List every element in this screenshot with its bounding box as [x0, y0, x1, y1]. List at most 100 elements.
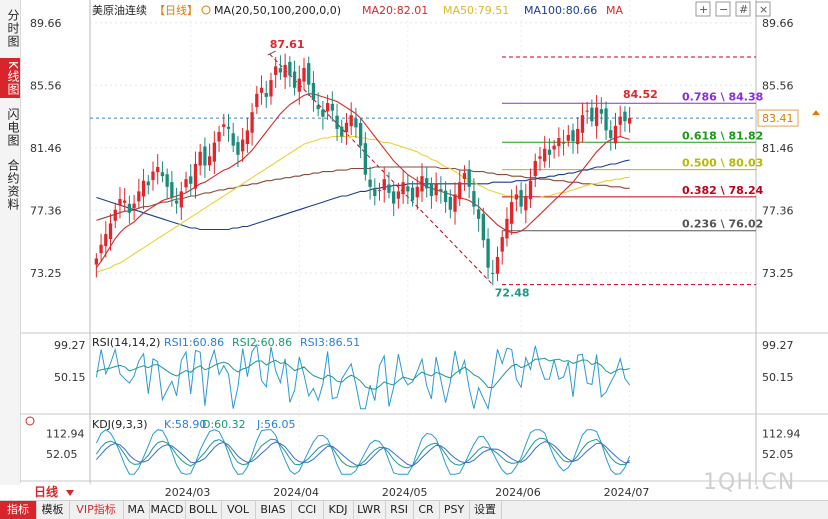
sidebar-tab-3[interactable]: 合约资料: [6, 159, 20, 211]
indicator-tab-3[interactable]: MA: [123, 501, 150, 519]
main-y-tick-left: 81.46: [30, 142, 62, 155]
sidebar-tab-2[interactable]: 闪电图: [6, 107, 20, 147]
period-button[interactable]: [20, 483, 90, 500]
indicator-tab-12[interactable]: CR: [413, 501, 440, 519]
indicator-tab-4[interactable]: MACD: [149, 501, 186, 519]
candle-body: [231, 133, 235, 146]
candle-body: [297, 78, 301, 92]
indicator-tab-14[interactable]: 设置: [469, 501, 502, 519]
candle-body: [491, 272, 495, 274]
kdj-label: KDJ(9,3,3): [92, 418, 148, 431]
candle-body: [212, 142, 216, 162]
rsi-y-tick-left: 99.27: [54, 339, 86, 352]
period-label: 【日线】: [154, 3, 198, 17]
candle-body: [543, 148, 547, 162]
ma200-line: [96, 166, 630, 221]
zoom-in-icon[interactable]: [695, 1, 711, 17]
rsi1-line: [95, 343, 631, 411]
indicator-tab-9[interactable]: KDJ: [323, 501, 354, 519]
candle-body: [222, 124, 226, 127]
candle-body: [585, 110, 589, 112]
indicator-tab-8[interactable]: CCI: [291, 501, 324, 519]
candle-body: [594, 107, 599, 127]
indicator-tab-0[interactable]: 指标: [0, 501, 37, 519]
sidebar-tab-0[interactable]: 分时图: [6, 8, 20, 48]
candle-body: [415, 186, 419, 198]
kdj-j-value: J:56.05: [256, 418, 295, 431]
candle-body: [288, 61, 292, 76]
indicator-tab-1[interactable]: 模板: [36, 501, 70, 519]
main-y-tick-left: 89.66: [30, 17, 62, 30]
candle-body: [207, 156, 212, 166]
rsi2-line: [96, 357, 630, 390]
left-sidebar: 分时图 K线图闪电图合约资料: [0, 0, 21, 485]
indicator-tab-6[interactable]: VOL: [221, 501, 256, 519]
ma50-value: MA50:79.51: [443, 4, 509, 17]
ma100-value: MA100:80.66: [524, 4, 597, 17]
instrument-name: 美原油连续: [92, 3, 147, 17]
candle-body: [151, 171, 155, 180]
x-axis-label: 2024/05: [382, 486, 428, 499]
rsi-y-tick-right: 99.27: [762, 339, 794, 352]
candle-body: [330, 103, 334, 111]
sidebar-tab-1[interactable]: K线图: [0, 58, 20, 98]
candle-body: [576, 128, 580, 145]
candle-body: [283, 64, 287, 78]
kdj-y-tick-left: 112.94: [46, 428, 85, 441]
kdj-d-line: [96, 441, 630, 467]
fib-level-label: 0.236 \ 76.02: [682, 218, 763, 231]
indicator-tab-5[interactable]: BOLL: [185, 501, 222, 519]
main-y-tick-right: 73.25: [762, 267, 794, 280]
rsi-y-tick-right: 50.15: [762, 371, 794, 384]
candle-body: [132, 203, 136, 209]
zoom-out-icon[interactable]: [715, 1, 731, 17]
candle-body: [443, 190, 448, 203]
candle-body: [538, 156, 542, 159]
ma20-value: MA20:82.01: [362, 4, 428, 17]
candle-body: [519, 190, 523, 207]
candle-body: [184, 179, 188, 188]
candle-body: [552, 145, 556, 150]
kdj-y-tick-right: 52.05: [762, 448, 794, 461]
indicator-tab-11[interactable]: RSI: [385, 501, 414, 519]
candle-body: [458, 182, 462, 200]
candle-body: [123, 200, 127, 203]
close-icon[interactable]: [755, 1, 771, 17]
candle-body: [396, 191, 401, 199]
candle-body: [141, 180, 146, 197]
x-axis-label: 2024/04: [273, 486, 319, 499]
indicator-tab-2[interactable]: VIP指标: [69, 501, 124, 519]
candle-body: [325, 102, 330, 112]
current-price-tag: [757, 109, 799, 127]
candlestick-chart: 89.66 89.66 85.56 85.56 81.46 81.46 77.36 77.36…: [20, 0, 828, 500]
period-dropdown-icon[interactable]: [66, 490, 74, 496]
candle-body: [316, 105, 320, 110]
main-y-tick-right: 81.46: [762, 142, 794, 155]
indicator-tab-7[interactable]: BIAS: [255, 501, 292, 519]
rsi-y-tick-left: 50.15: [54, 371, 86, 384]
candle-body: [505, 218, 509, 239]
fib-level-label: 0.500 \ 80.03: [682, 157, 763, 170]
candle-body: [627, 118, 632, 124]
candle-body: [571, 130, 575, 142]
candle-body: [533, 160, 537, 177]
candle-body: [108, 223, 113, 240]
candle-body: [99, 244, 103, 254]
candle-body: [434, 183, 438, 196]
indicator-tab-13[interactable]: PSY: [439, 501, 470, 519]
add-indicator-icon[interactable]: [201, 5, 211, 15]
kdj-k-line: [95, 437, 630, 469]
main-y-tick-left: 77.36: [30, 204, 62, 217]
indicator-tab-10[interactable]: LWR: [353, 501, 386, 519]
settings-gear-icon[interactable]: [25, 416, 35, 426]
rsi1-value: RSI1:60.86: [164, 336, 224, 349]
candle-body: [217, 131, 221, 142]
candle-body: [382, 179, 386, 191]
candle-body: [410, 187, 415, 201]
ma-suffix: MA: [606, 4, 623, 17]
grid-icon[interactable]: [735, 1, 751, 17]
candle-body: [118, 199, 122, 206]
rsi3-value: RSI3:86.51: [300, 336, 360, 349]
candle-body: [269, 80, 273, 97]
candle-body: [170, 182, 174, 198]
